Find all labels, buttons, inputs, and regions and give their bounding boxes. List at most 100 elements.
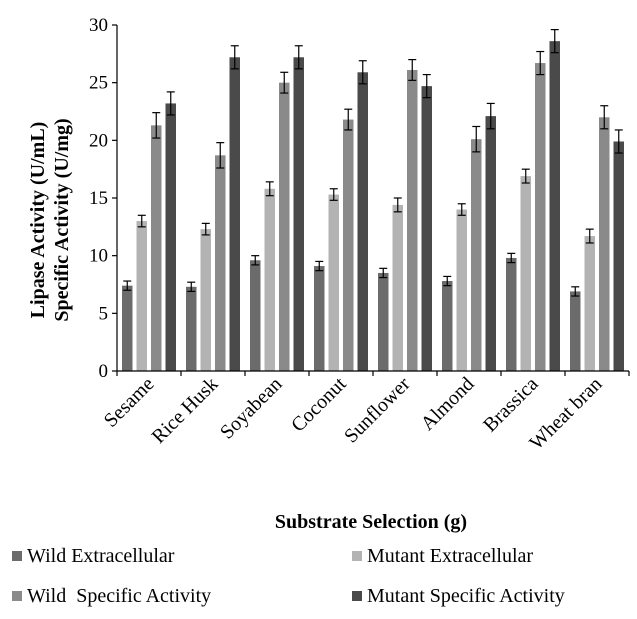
x-axis-title: Substrate Selection (g) xyxy=(275,511,467,533)
bar-s0-c5 xyxy=(442,281,453,371)
error-bar-s1-c5 xyxy=(457,203,466,216)
error-bar-s0-c4 xyxy=(379,267,388,279)
x-category-label-4: Sunflower xyxy=(340,373,415,448)
error-bar-s3-c2 xyxy=(294,45,303,70)
y-tick-label-0: 0 xyxy=(99,361,109,382)
error-bar-s1-c7 xyxy=(585,228,594,244)
error-bar-s2-c3 xyxy=(344,108,353,131)
bar-s2-c4 xyxy=(407,69,418,371)
bar-s1-c1 xyxy=(200,229,211,371)
bar-s0-c3 xyxy=(314,266,325,371)
error-bar-s0-c1 xyxy=(187,281,196,293)
y-tick-label-3: 15 xyxy=(89,188,108,209)
x-category-label-3: Coconut xyxy=(287,373,351,437)
error-bar-s3-c3 xyxy=(358,60,367,85)
bar-s2-c7 xyxy=(599,117,610,372)
legend-label-wild-extracellular: Wild Extracellular xyxy=(27,545,175,567)
bar-s1-c5 xyxy=(456,209,467,371)
bar-s0-c0 xyxy=(122,285,133,371)
y-tick-label-1: 5 xyxy=(99,303,109,324)
legend-label-mutant-extracellular: Mutant Extracellular xyxy=(367,545,533,567)
bar-s0-c4 xyxy=(378,272,389,371)
legend: Wild Extracellular Mutant Extracellular … xyxy=(12,545,565,607)
error-bar-s3-c6 xyxy=(550,29,559,54)
error-bar-s0-c2 xyxy=(251,255,260,266)
error-bar-s0-c5 xyxy=(443,275,452,287)
bar-s0-c7 xyxy=(570,291,581,371)
x-category-label-6: Brassica xyxy=(479,373,543,437)
bar-s1-c4 xyxy=(392,204,403,371)
error-bar-s0-c7 xyxy=(571,286,580,297)
bar-s3-c2 xyxy=(293,57,304,371)
x-category-label-0: Sesame xyxy=(100,373,159,432)
error-bars-layer xyxy=(123,29,623,297)
bar-s1-c7 xyxy=(584,236,595,371)
error-bar-s0-c6 xyxy=(507,252,516,264)
y-axis-title-line-2: Specific Activity (U/mg) xyxy=(51,118,73,321)
axes-layer xyxy=(112,24,630,376)
bar-s2-c5 xyxy=(471,139,482,371)
x-category-label-5: Almond xyxy=(417,373,479,435)
error-bar-s2-c1 xyxy=(216,142,225,169)
bar-s2-c1 xyxy=(215,155,226,371)
legend-swatch-mutant-extracellular xyxy=(352,551,362,561)
bar-s1-c3 xyxy=(328,194,339,371)
error-bar-s1-c1 xyxy=(201,222,210,236)
error-bar-s1-c6 xyxy=(521,168,530,184)
y-axis-title-line-1: Lipase Activity (U/mL) xyxy=(27,122,49,319)
bar-s3-c4 xyxy=(421,86,432,371)
error-bar-s1-c3 xyxy=(329,188,338,201)
y-tick-label-5: 25 xyxy=(89,73,108,94)
bar-s1-c6 xyxy=(520,176,531,371)
bar-s3-c0 xyxy=(165,103,176,372)
legend-item-mutant-specific-activity: Mutant Specific Activity xyxy=(352,585,565,607)
bar-s3-c7 xyxy=(613,141,624,371)
legend-item-wild-extracellular: Wild Extracellular xyxy=(12,545,175,567)
legend-label-wild-specific-activity: Wild Specific Activity xyxy=(27,585,211,607)
error-bar-s1-c4 xyxy=(393,197,402,213)
bar-s3-c6 xyxy=(549,41,560,372)
legend-swatch-wild-specific-activity xyxy=(12,591,22,601)
bars-layer xyxy=(122,41,624,372)
y-tick-label-4: 20 xyxy=(89,130,108,151)
bar-s2-c6 xyxy=(535,63,546,372)
legend-item-wild-specific-activity: Wild Specific Activity xyxy=(12,585,211,607)
bar-s1-c0 xyxy=(136,221,147,371)
error-bar-s1-c2 xyxy=(265,181,274,197)
error-bar-s3-c5 xyxy=(486,102,495,130)
error-bar-s3-c1 xyxy=(230,45,239,70)
error-bar-s1-c0 xyxy=(137,214,146,228)
bar-s2-c0 xyxy=(151,125,162,371)
legend-item-mutant-extracellular: Mutant Extracellular xyxy=(352,545,533,567)
bar-s2-c3 xyxy=(343,119,354,371)
error-bar-s0-c3 xyxy=(315,260,324,272)
error-bar-s2-c7 xyxy=(600,105,609,130)
bar-s0-c6 xyxy=(506,257,517,371)
error-bar-s2-c0 xyxy=(152,112,161,139)
legend-swatch-wild-extracellular xyxy=(12,551,22,561)
error-bar-s2-c6 xyxy=(536,50,545,76)
bar-s3-c5 xyxy=(485,116,496,371)
error-bar-s2-c2 xyxy=(280,71,289,94)
bar-s3-c3 xyxy=(357,72,368,371)
legend-swatch-mutant-specific-activity xyxy=(352,591,362,601)
error-bar-s3-c4 xyxy=(422,73,431,99)
error-bar-s2-c5 xyxy=(472,125,481,153)
bar-s3-c1 xyxy=(229,57,240,371)
y-tick-label-6: 30 xyxy=(89,15,108,36)
bar-s2-c2 xyxy=(279,82,290,372)
error-bar-s3-c7 xyxy=(614,129,623,154)
error-bar-s0-c0 xyxy=(123,280,132,291)
bar-s1-c2 xyxy=(264,188,275,371)
legend-label-mutant-specific-activity: Mutant Specific Activity xyxy=(367,585,565,607)
bar-s0-c1 xyxy=(186,286,197,371)
x-category-label-1: Rice Husk xyxy=(148,373,223,448)
error-bar-s3-c0 xyxy=(166,91,175,116)
error-bar-s2-c4 xyxy=(408,58,417,81)
x-category-label-2: Soyabean xyxy=(216,373,287,444)
y-axis-title: Lipase Activity (U/mL) Specific Activity… xyxy=(27,118,73,321)
bar-s0-c2 xyxy=(250,260,261,371)
y-tick-label-2: 10 xyxy=(89,246,108,267)
